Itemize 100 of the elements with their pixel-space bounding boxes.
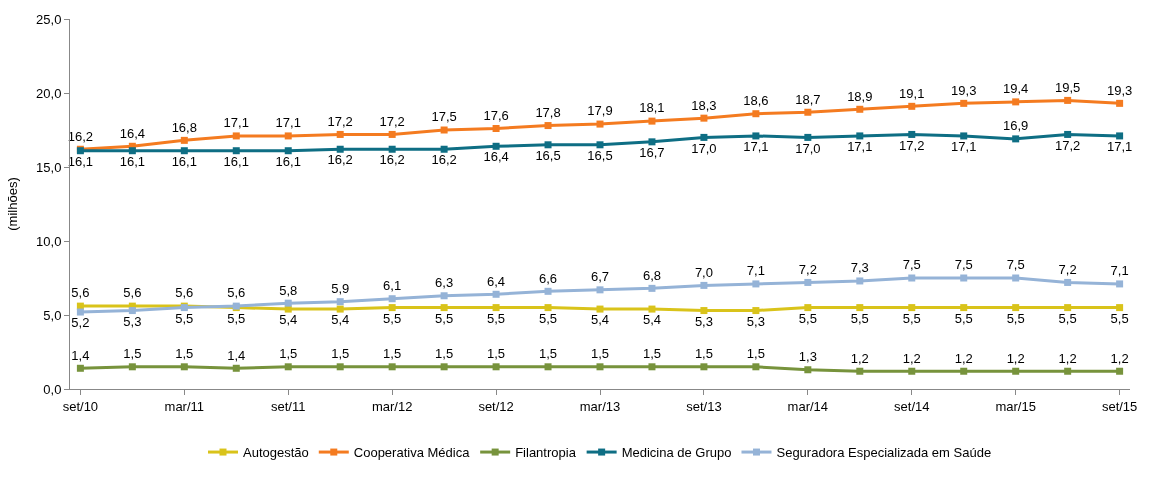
data-label: 17,1 [951, 139, 977, 155]
point [544, 304, 552, 312]
point [1064, 367, 1072, 375]
point [856, 367, 864, 375]
legend-label: Medicina de Grupo [621, 445, 732, 461]
data-label: 16,9 [1003, 118, 1029, 134]
data-label: 16,1 [275, 153, 301, 169]
point [388, 295, 396, 303]
x-tick-label: set/12 [478, 398, 514, 414]
point [336, 298, 344, 306]
data-label: 6,6 [539, 270, 558, 286]
legend-label: Seguradora Especializada em Saúde [776, 445, 992, 461]
point [492, 142, 500, 150]
y-tick-label: 25,0 [36, 11, 62, 27]
data-label: 5,3 [694, 313, 713, 329]
point [336, 363, 344, 371]
data-label: 16,1 [223, 153, 249, 169]
point [1012, 135, 1020, 143]
data-label: 1,2 [1058, 350, 1077, 366]
data-label: 5,5 [1058, 310, 1077, 326]
point [908, 367, 916, 375]
data-label: 17,6 [483, 107, 509, 123]
point [596, 286, 604, 294]
point [1116, 132, 1124, 140]
point [700, 307, 708, 315]
point [180, 147, 188, 155]
x-tick-label: set/13 [686, 398, 722, 414]
data-label: 7,1 [746, 263, 765, 279]
data-label: 5,5 [798, 310, 817, 326]
point [76, 364, 84, 372]
point [544, 287, 552, 295]
point [388, 304, 396, 312]
y-tick-label: 10,0 [36, 233, 62, 249]
point [752, 132, 760, 140]
point [596, 141, 604, 149]
data-label: 7,2 [1058, 261, 1077, 277]
data-label: 19,5 [1054, 79, 1081, 95]
point [180, 136, 188, 144]
data-label: 16,4 [119, 125, 146, 141]
data-label: 5,6 [175, 285, 194, 301]
data-label: 1,5 [642, 346, 661, 362]
x-tick-label: mar/11 [164, 398, 205, 414]
y-tick-label: 0,0 [43, 381, 62, 397]
point [596, 120, 604, 128]
data-label: 1,2 [902, 350, 921, 366]
point [856, 277, 864, 285]
point [960, 132, 968, 140]
data-label: 16,1 [67, 153, 94, 169]
point [960, 274, 968, 282]
data-label: 5,6 [227, 285, 246, 301]
data-label: 7,5 [902, 257, 921, 273]
data-label: 19,4 [1003, 81, 1029, 97]
data-label: 7,1 [1110, 263, 1129, 279]
data-label: 1,2 [954, 350, 973, 366]
point [388, 145, 396, 153]
data-label: 16,8 [171, 119, 197, 135]
data-label: 19,1 [899, 85, 925, 101]
data-label: 5,5 [227, 310, 246, 326]
point [284, 299, 292, 307]
data-label: 6,7 [590, 269, 610, 285]
x-tick-label: mar/12 [371, 398, 413, 414]
data-label: 5,8 [279, 282, 298, 298]
point [440, 126, 448, 134]
point [700, 281, 708, 289]
point [232, 364, 240, 372]
y-tick-label: 15,0 [36, 159, 62, 175]
data-label: 5,3 [123, 313, 142, 329]
data-label: 17,1 [847, 139, 873, 155]
point [440, 292, 448, 300]
data-label: 1,5 [279, 346, 298, 362]
point [648, 284, 656, 292]
data-label: 5,4 [279, 312, 298, 328]
point [284, 363, 292, 371]
data-label: 1,5 [435, 346, 454, 362]
point [1064, 304, 1072, 312]
data-label: 6,8 [642, 267, 661, 283]
data-label: 16,5 [587, 147, 613, 163]
legend-label: Filantropia [515, 445, 577, 461]
data-label: 1,2 [850, 350, 869, 366]
point [596, 305, 604, 313]
x-tick-label: mar/15 [995, 398, 1036, 414]
data-label: 17,2 [1054, 137, 1081, 153]
data-label: 1,5 [539, 346, 558, 362]
data-label: 6,4 [487, 273, 506, 289]
data-label: 7,0 [694, 264, 713, 280]
point [908, 102, 916, 110]
data-label: 1,5 [331, 346, 350, 362]
point [232, 147, 240, 155]
legend-label: Cooperativa Médica [353, 445, 471, 461]
data-label: 17,1 [743, 139, 769, 155]
point [752, 363, 760, 371]
data-label: 19,3 [951, 82, 977, 98]
data-label: 7,2 [798, 261, 817, 277]
point [1012, 367, 1020, 375]
data-label: 5,2 [71, 315, 90, 331]
data-label: 5,5 [435, 310, 454, 326]
y-tick-label: 20,0 [36, 85, 62, 101]
point [752, 280, 760, 288]
data-label: 1,5 [175, 346, 194, 362]
point [856, 304, 864, 312]
